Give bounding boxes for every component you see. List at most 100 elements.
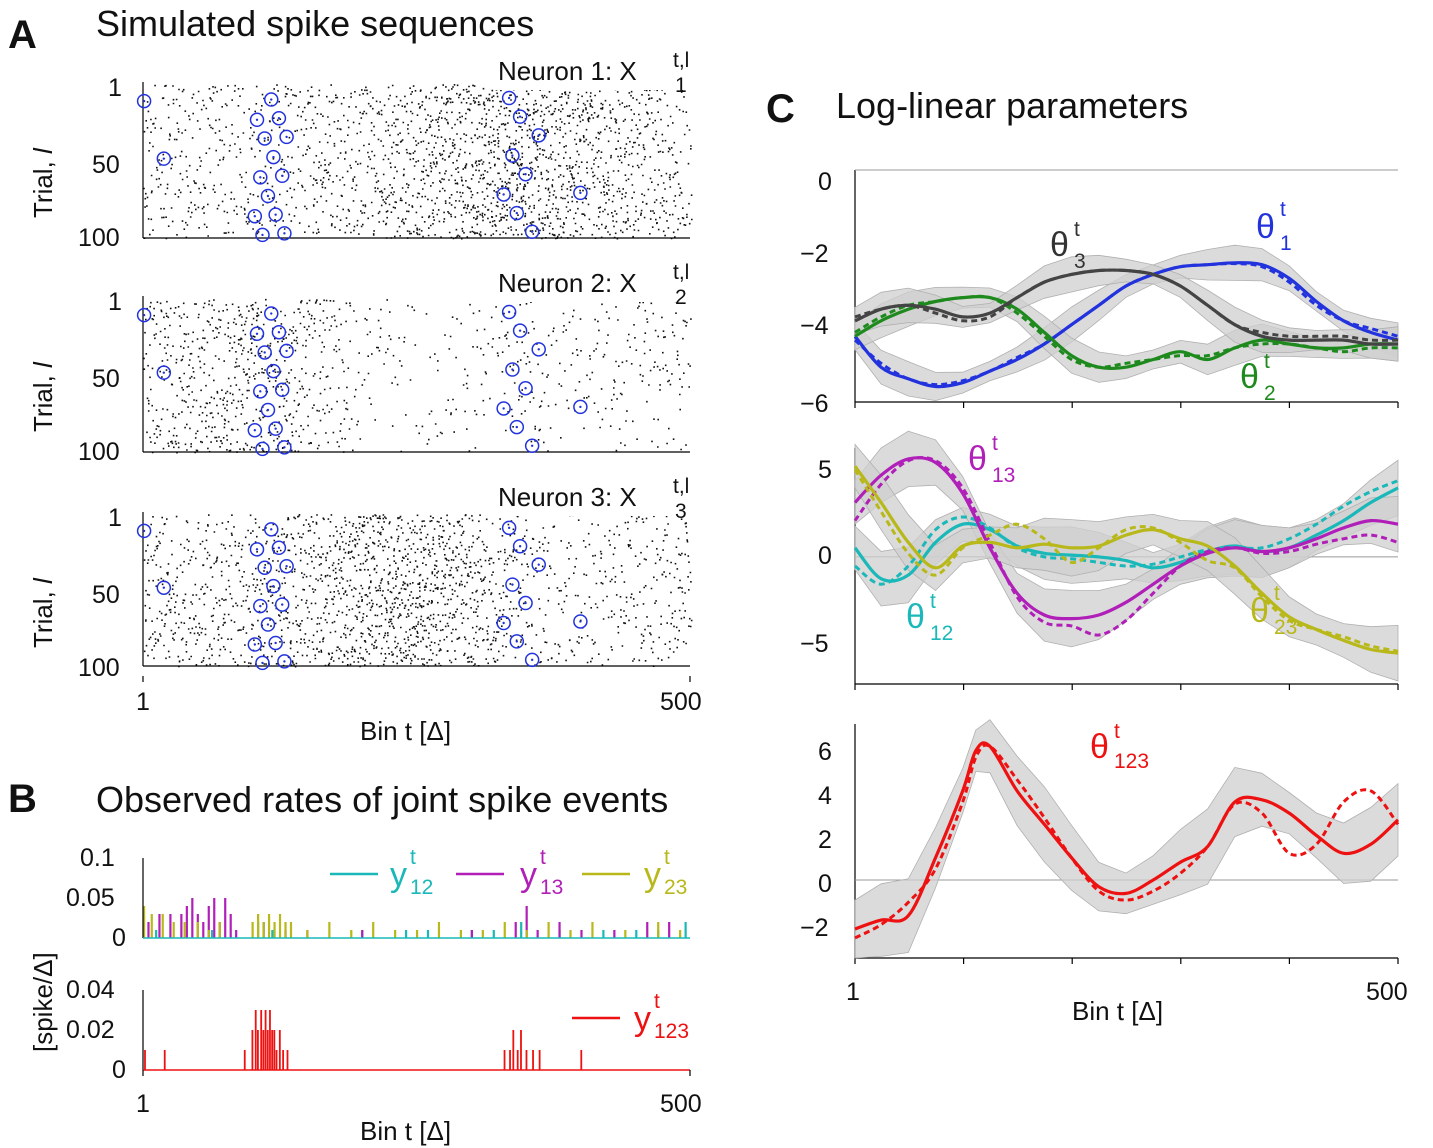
- legend-y13-base: y: [520, 856, 537, 894]
- panel-a-letter: A: [8, 13, 37, 57]
- raster1-ylabel: Trial, l: [28, 147, 58, 218]
- params-xtick-500: 500: [1366, 978, 1408, 1006]
- rate-bar-y123: [580, 1050, 583, 1070]
- rate-bar-y123: [278, 1030, 281, 1070]
- raster-2-spikes: [143, 298, 692, 454]
- joint-event-dot: [261, 447, 264, 451]
- joint-event-dot: [277, 117, 281, 120]
- joint-event-circle: [501, 90, 517, 106]
- joint-event-circle: [255, 441, 270, 457]
- neuron-2-sub: 2: [675, 286, 687, 309]
- rates-axis-labels: 0.1 0.05 0 0.04 0.02 0 1 500 Bin t [Δ]: [66, 844, 702, 1146]
- joint-event-dot: [285, 349, 288, 353]
- raster3-ylabel: Trial, l: [28, 577, 58, 648]
- rate-bar-y13: [613, 930, 616, 938]
- params-mid-ytick-m5: −5: [800, 630, 829, 658]
- joint-event-circle: [247, 208, 263, 224]
- raster1-ytick-1: 1: [108, 74, 122, 102]
- ci-band-theta123: [854, 719, 1399, 959]
- joint-event-circle: [501, 520, 517, 536]
- joint-event-dot: [274, 427, 277, 430]
- rate-bar-y12: [155, 930, 158, 938]
- rate-bar-y123: [532, 1050, 534, 1070]
- theta13-sup: t: [992, 432, 998, 455]
- joint-event-circle: [501, 304, 517, 320]
- rate-bar-y12: [426, 930, 430, 938]
- raster-xlabel: Bin t [Δ]: [360, 716, 451, 746]
- joint-event-dot: [579, 620, 582, 623]
- params-top-ytick-0: 0: [818, 168, 832, 196]
- rates-xlabel: Bin t [Δ]: [360, 1116, 451, 1146]
- rate-bar-y13: [514, 922, 517, 938]
- theta2-base: θ: [1240, 358, 1259, 396]
- rate-bar-y12: [404, 930, 408, 938]
- true-line-theta12: [854, 479, 1399, 586]
- joint-event-dot: [255, 548, 259, 551]
- params-bot-ytick-4: 4: [818, 782, 832, 810]
- raster-neuron-3: [136, 512, 693, 671]
- raster3-ytick-50: 50: [92, 581, 120, 609]
- joint-event-circle: [518, 166, 533, 182]
- joint-event-dot: [524, 387, 527, 390]
- joint-event-circle: [260, 188, 276, 204]
- joint-event-dot: [162, 586, 166, 589]
- rate-bar-y13: [558, 922, 561, 938]
- param-panel-3: [854, 719, 1400, 964]
- rate-bar-y13: [191, 898, 194, 938]
- joint-event-circle: [509, 634, 525, 649]
- true-line-theta3: [854, 268, 1399, 342]
- joint-event-circle: [253, 384, 268, 399]
- theta23-sup: t: [1274, 582, 1280, 605]
- joint-event-circle: [266, 363, 281, 379]
- rate-bar-y13: [158, 914, 161, 938]
- rate-bar-y23: [218, 922, 221, 938]
- rate-bar-y23: [415, 930, 419, 938]
- joint-event-dot: [266, 623, 270, 626]
- theta12-sub: 12: [930, 622, 953, 645]
- rate-bar-y23: [251, 922, 254, 938]
- joint-event-circle: [249, 542, 265, 557]
- ci-band-theta23: [854, 443, 1399, 682]
- rate-bar-y123: [266, 1030, 269, 1070]
- theta123-sup: t: [1114, 720, 1120, 743]
- joint-event-dot: [511, 154, 514, 157]
- raster-neuron-2: [136, 296, 692, 457]
- raster2-ytick-50: 50: [92, 365, 120, 393]
- joint-event-dot: [142, 529, 146, 533]
- rates-xtick-500: 500: [660, 1090, 702, 1118]
- rate-bar-y23: [525, 930, 528, 938]
- theta2-sup: t: [1264, 350, 1270, 373]
- joint-event-circle: [268, 207, 283, 222]
- joint-event-dot: [263, 351, 266, 354]
- joint-event-circle: [573, 614, 588, 629]
- joint-event-dot: [277, 546, 281, 549]
- rate-bar-y23: [262, 922, 265, 938]
- rate-bar-y13: [147, 922, 150, 938]
- rate-bar-y23: [150, 914, 153, 938]
- joint-event-circle: [247, 637, 263, 652]
- joint-event-circle: [531, 128, 546, 143]
- rate-plots: [142, 858, 691, 1076]
- rate-bar-y23: [679, 930, 682, 938]
- joint-event-circle: [156, 151, 172, 166]
- rate-bar-y13: [536, 930, 539, 938]
- rate-bar-y123: [251, 1030, 254, 1070]
- joint-event-circle: [274, 168, 290, 184]
- params-bot-ytick-2: 2: [818, 826, 832, 854]
- joint-event-dot: [515, 640, 519, 643]
- joint-event-dot: [266, 194, 270, 198]
- joint-event-circle: [277, 654, 292, 669]
- rate-bar-y123: [509, 1050, 511, 1070]
- joint-event-dot: [530, 230, 534, 233]
- joint-event-circle: [253, 598, 268, 614]
- rate-bar-y13: [180, 914, 183, 938]
- joint-event-dot: [515, 211, 519, 215]
- rates-top-ytick-0: 0: [112, 924, 126, 952]
- rate-bar-y123: [269, 1010, 271, 1070]
- rate-bar-y23: [503, 922, 506, 938]
- joint-event-dot: [502, 193, 505, 196]
- rate-bar-y23: [459, 930, 462, 938]
- params-xtick-1: 1: [846, 978, 860, 1006]
- theta3-sub: 3: [1074, 250, 1086, 273]
- rate-bar-y13: [580, 930, 583, 938]
